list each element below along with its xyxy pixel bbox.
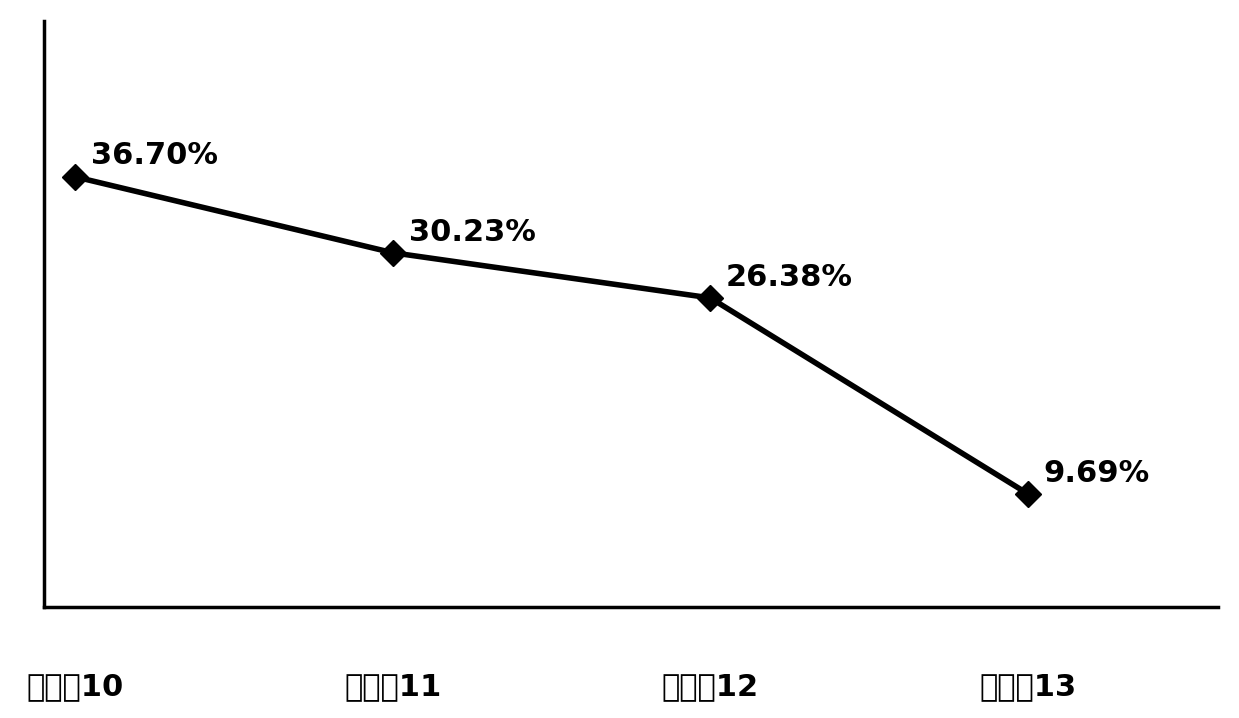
Text: 实施例11: 实施例11	[344, 672, 441, 701]
Text: 实施例12: 实施例12	[662, 672, 758, 701]
Text: 实施例10: 实施例10	[26, 672, 124, 701]
Text: 9.69%: 9.69%	[1043, 459, 1150, 488]
Text: 实施例13: 实施例13	[979, 672, 1077, 701]
Text: 36.70%: 36.70%	[92, 141, 218, 170]
Text: 30.23%: 30.23%	[409, 218, 535, 247]
Text: 26.38%: 26.38%	[726, 263, 854, 292]
